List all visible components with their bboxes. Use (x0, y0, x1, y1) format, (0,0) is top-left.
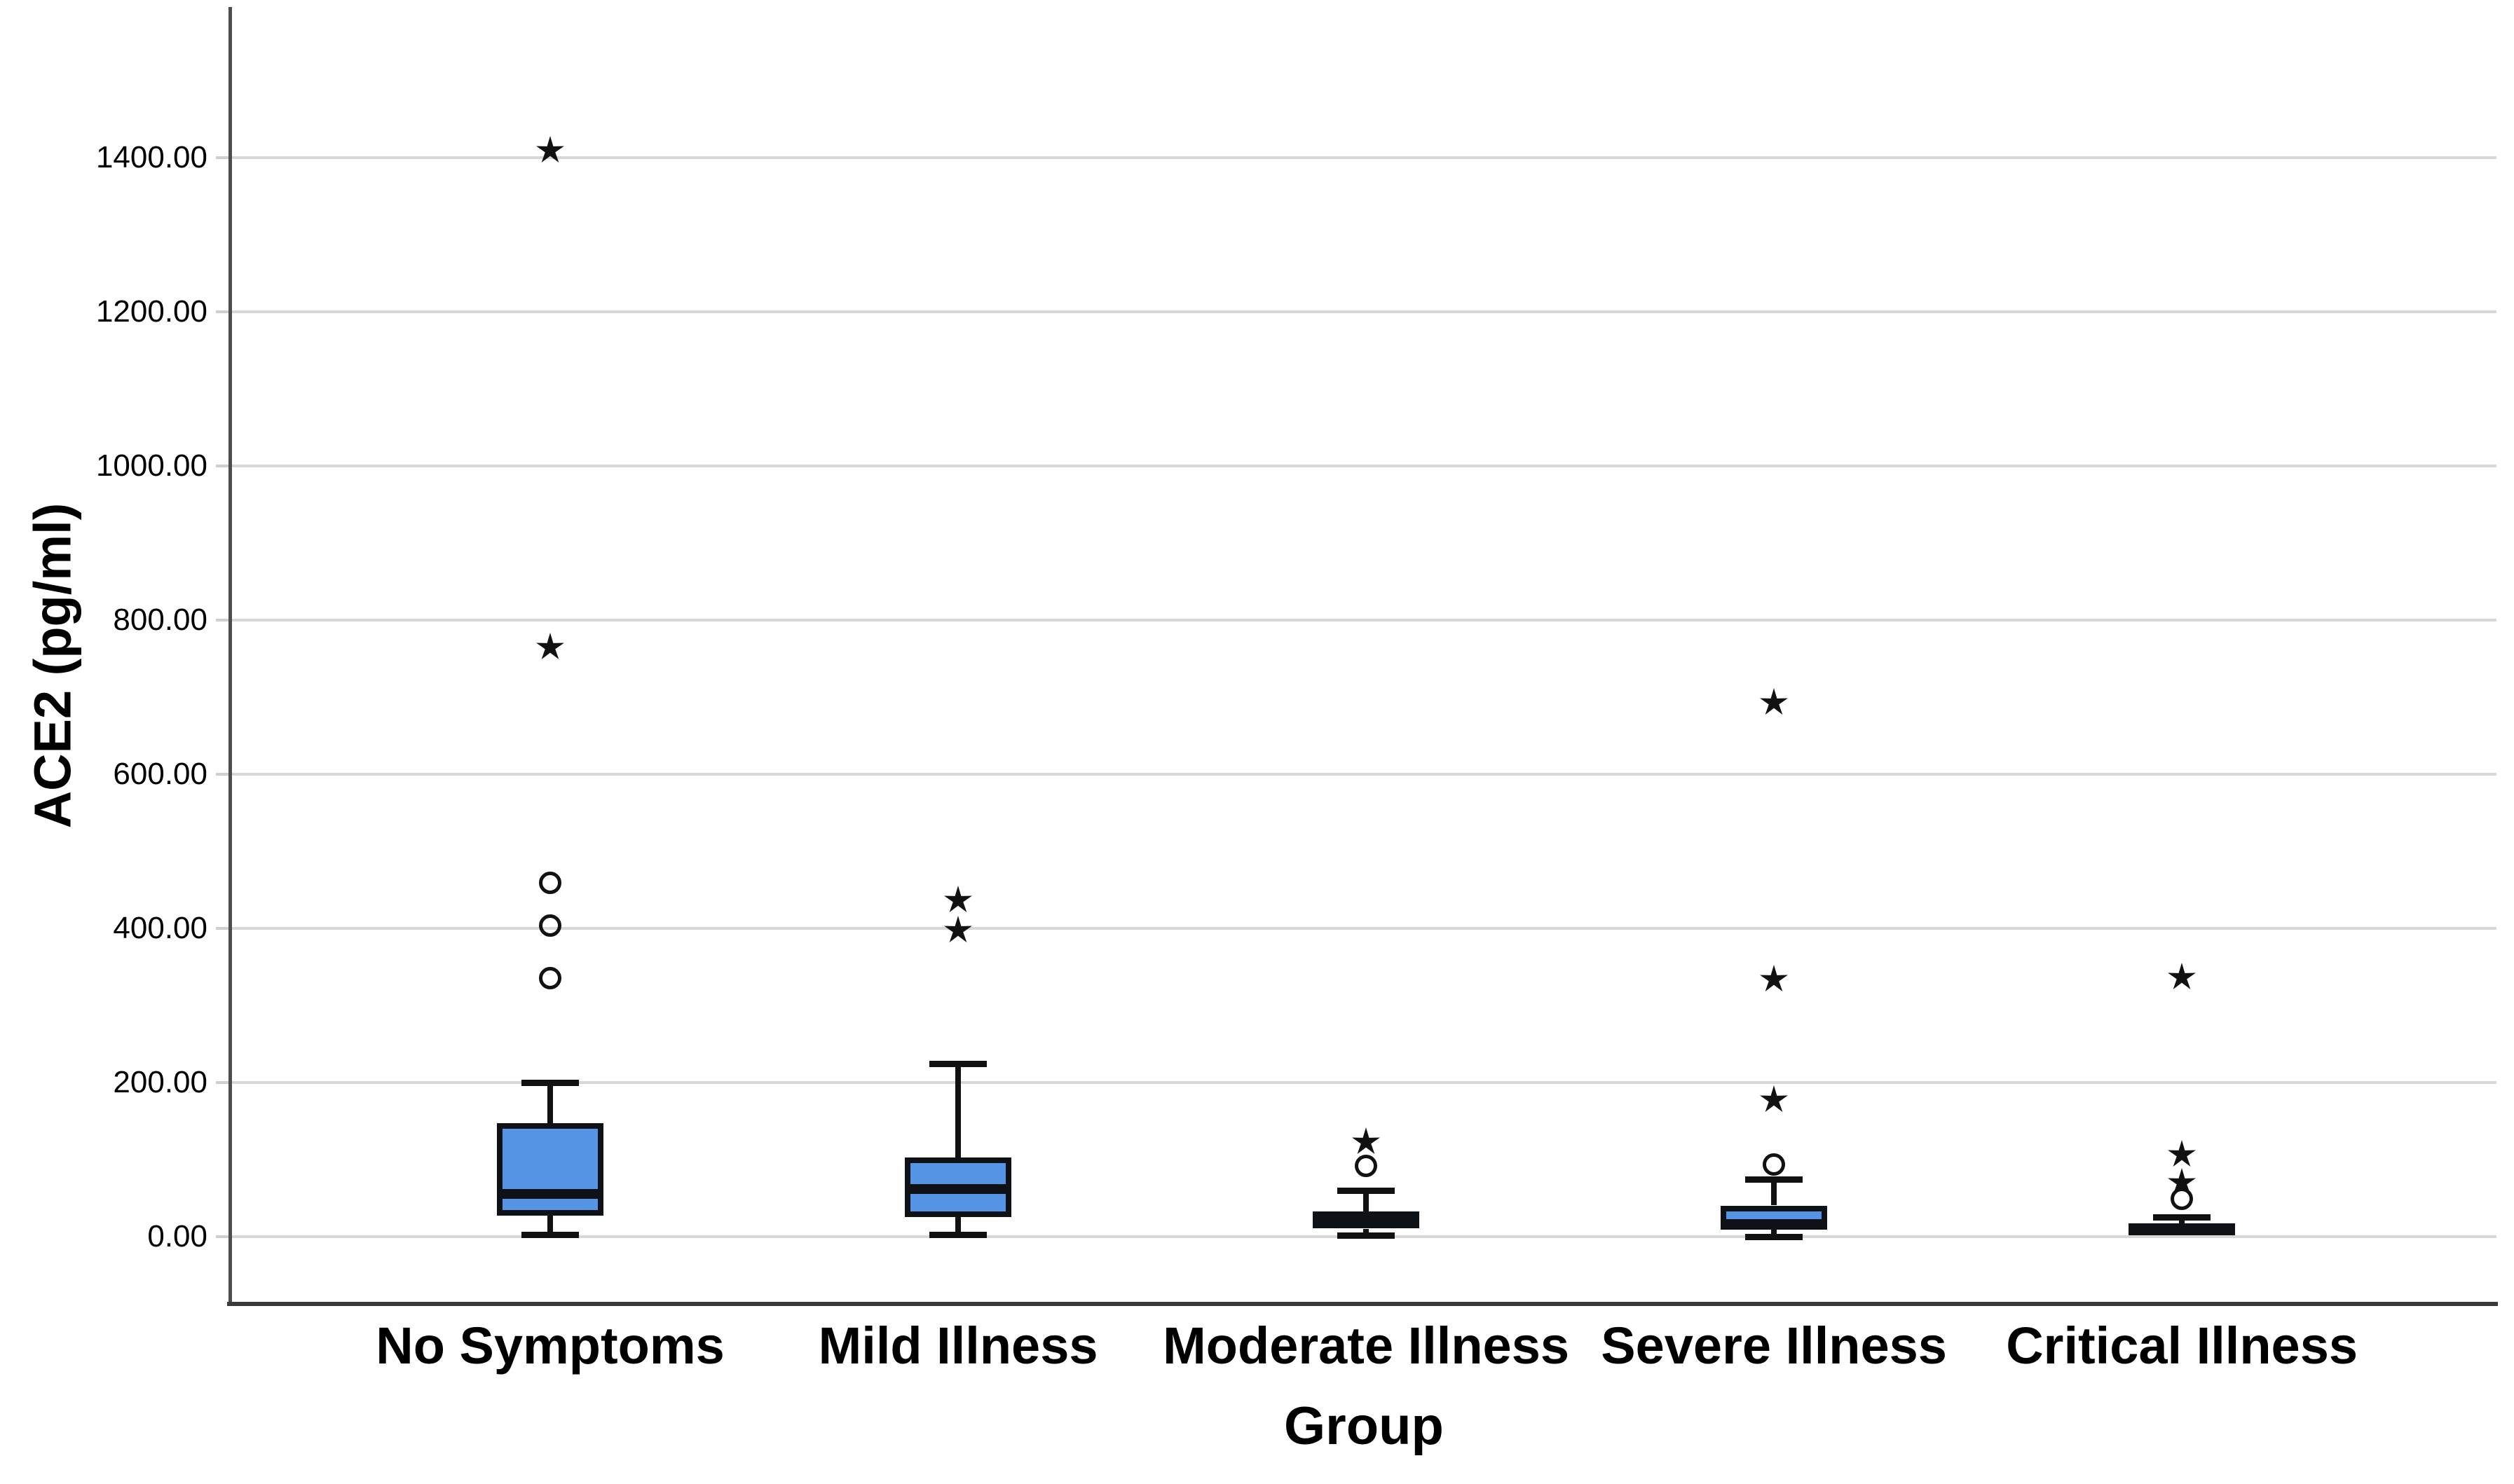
y-tick-label: 200.00 (113, 1064, 207, 1099)
outlier-circle-marker (2171, 1187, 2194, 1210)
upper-whisker-stem (1771, 1179, 1777, 1206)
lower-whisker-cap (521, 1232, 580, 1239)
upper-whisker-cap (1745, 1176, 1803, 1183)
x-axis-line (227, 1302, 2498, 1306)
iqr-box (497, 1122, 604, 1216)
upper-whisker-stem (955, 1064, 962, 1158)
upper-whisker-cap (929, 1061, 988, 1068)
upper-whisker-cap (2153, 1214, 2211, 1221)
upper-whisker-cap (521, 1079, 580, 1086)
extreme-star-marker (943, 885, 973, 915)
y-tick-label: 800.00 (113, 602, 207, 637)
x-axis-title: Group (1284, 1396, 1444, 1456)
y-tick-label: 600.00 (113, 756, 207, 791)
y-tick-label: 1000.00 (95, 448, 207, 483)
outlier-circle-marker (1355, 1155, 1378, 1178)
y-tick-mark (216, 772, 231, 776)
y-tick-mark (216, 1080, 231, 1084)
gridline (231, 772, 2496, 776)
y-tick-label: 1200.00 (95, 294, 207, 329)
gridline (231, 310, 2496, 313)
x-category-label: Mild Illness (818, 1317, 1098, 1375)
y-tick-mark (216, 926, 231, 930)
extreme-star-marker (1351, 1127, 1381, 1157)
lower-whisker-cap (1745, 1233, 1803, 1240)
gridline (231, 926, 2496, 930)
y-axis-line (228, 7, 232, 1305)
outlier-circle-marker (539, 914, 562, 937)
x-category-label: Severe Illness (1601, 1317, 1947, 1375)
lower-whisker-stem (547, 1215, 554, 1235)
lower-whisker-stem (1363, 1228, 1369, 1236)
y-tick-mark (216, 618, 231, 621)
upper-whisker-stem (1363, 1190, 1369, 1212)
extreme-star-marker (535, 633, 565, 662)
gridline (231, 464, 2496, 467)
extreme-star-marker (535, 135, 565, 165)
y-tick-mark (216, 1235, 231, 1238)
x-category-label: Moderate Illness (1163, 1317, 1570, 1375)
extreme-star-marker (1759, 1085, 1789, 1115)
gridline (231, 1080, 2496, 1084)
median-line (1721, 1218, 1828, 1229)
plot-area (231, 7, 2496, 1302)
extreme-star-marker (1759, 965, 1789, 994)
y-tick-mark (216, 156, 231, 159)
extreme-star-marker (943, 915, 973, 945)
y-tick-label: 0.00 (147, 1218, 207, 1253)
upper-whisker-stem (547, 1082, 554, 1123)
outlier-circle-marker (1763, 1153, 1786, 1176)
upper-whisker-cap (1337, 1187, 1395, 1194)
median-line (2129, 1225, 2236, 1235)
lower-whisker-cap (929, 1232, 988, 1239)
median-line (905, 1184, 1012, 1195)
y-tick-label: 400.00 (113, 910, 207, 945)
gridline (231, 156, 2496, 159)
x-category-label: No Symptoms (376, 1317, 725, 1375)
lower-whisker-stem (955, 1217, 962, 1235)
lower-whisker-stem (1771, 1229, 1777, 1237)
median-line (497, 1189, 604, 1199)
x-category-label: Critical Illness (2006, 1317, 2358, 1375)
outlier-circle-marker (539, 967, 562, 989)
extreme-star-marker (2167, 1139, 2197, 1169)
y-tick-label: 1400.00 (95, 139, 207, 174)
extreme-star-marker (2167, 962, 2197, 992)
y-tick-mark (216, 310, 231, 313)
outlier-circle-marker (539, 871, 562, 894)
lower-whisker-cap (1337, 1232, 1395, 1239)
y-tick-mark (216, 464, 231, 467)
extreme-star-marker (2167, 1167, 2197, 1197)
median-line (1313, 1215, 1420, 1225)
gridline (231, 618, 2496, 621)
extreme-star-marker (1759, 688, 1789, 717)
